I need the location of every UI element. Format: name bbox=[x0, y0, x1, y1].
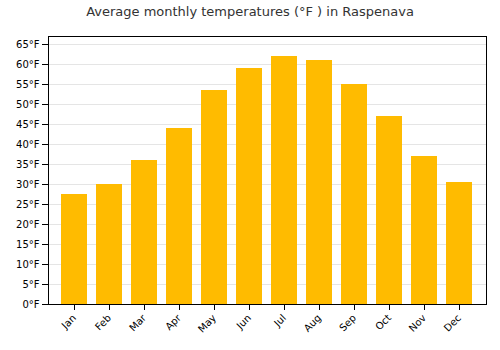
svg-text:55°F: 55°F bbox=[16, 79, 40, 90]
svg-text:15°F: 15°F bbox=[16, 239, 40, 250]
svg-text:Jul: Jul bbox=[271, 312, 288, 329]
svg-text:Sep: Sep bbox=[337, 312, 358, 333]
svg-text:40°F: 40°F bbox=[16, 139, 40, 150]
svg-text:5°F: 5°F bbox=[22, 279, 39, 290]
svg-text:0°F: 0°F bbox=[22, 299, 39, 310]
svg-text:May: May bbox=[196, 312, 218, 334]
svg-text:35°F: 35°F bbox=[16, 159, 40, 170]
svg-text:Oct: Oct bbox=[373, 312, 393, 332]
svg-text:Jun: Jun bbox=[234, 312, 254, 332]
svg-text:50°F: 50°F bbox=[16, 99, 40, 110]
svg-text:Apr: Apr bbox=[163, 312, 184, 333]
svg-text:65°F: 65°F bbox=[16, 39, 40, 50]
html-text:Average monthly temperatures (: Average monthly temperatures (°F ) in Ra… bbox=[86, 4, 414, 19]
svg-text:45°F: 45°F bbox=[16, 119, 40, 130]
svg-text:Feb: Feb bbox=[93, 312, 113, 332]
svg-text:25°F: 25°F bbox=[16, 199, 40, 210]
svg-text:Jan: Jan bbox=[59, 312, 78, 331]
svg-text:Mar: Mar bbox=[127, 312, 149, 334]
svg-text:Nov: Nov bbox=[407, 312, 429, 334]
svg-text:Dec: Dec bbox=[442, 312, 463, 333]
svg-text:Aug: Aug bbox=[302, 312, 324, 334]
svg-text:60°F: 60°F bbox=[16, 59, 40, 70]
svg-text:30°F: 30°F bbox=[16, 179, 40, 190]
svg-text:10°F: 10°F bbox=[16, 259, 40, 270]
svg-text:20°F: 20°F bbox=[16, 219, 40, 230]
